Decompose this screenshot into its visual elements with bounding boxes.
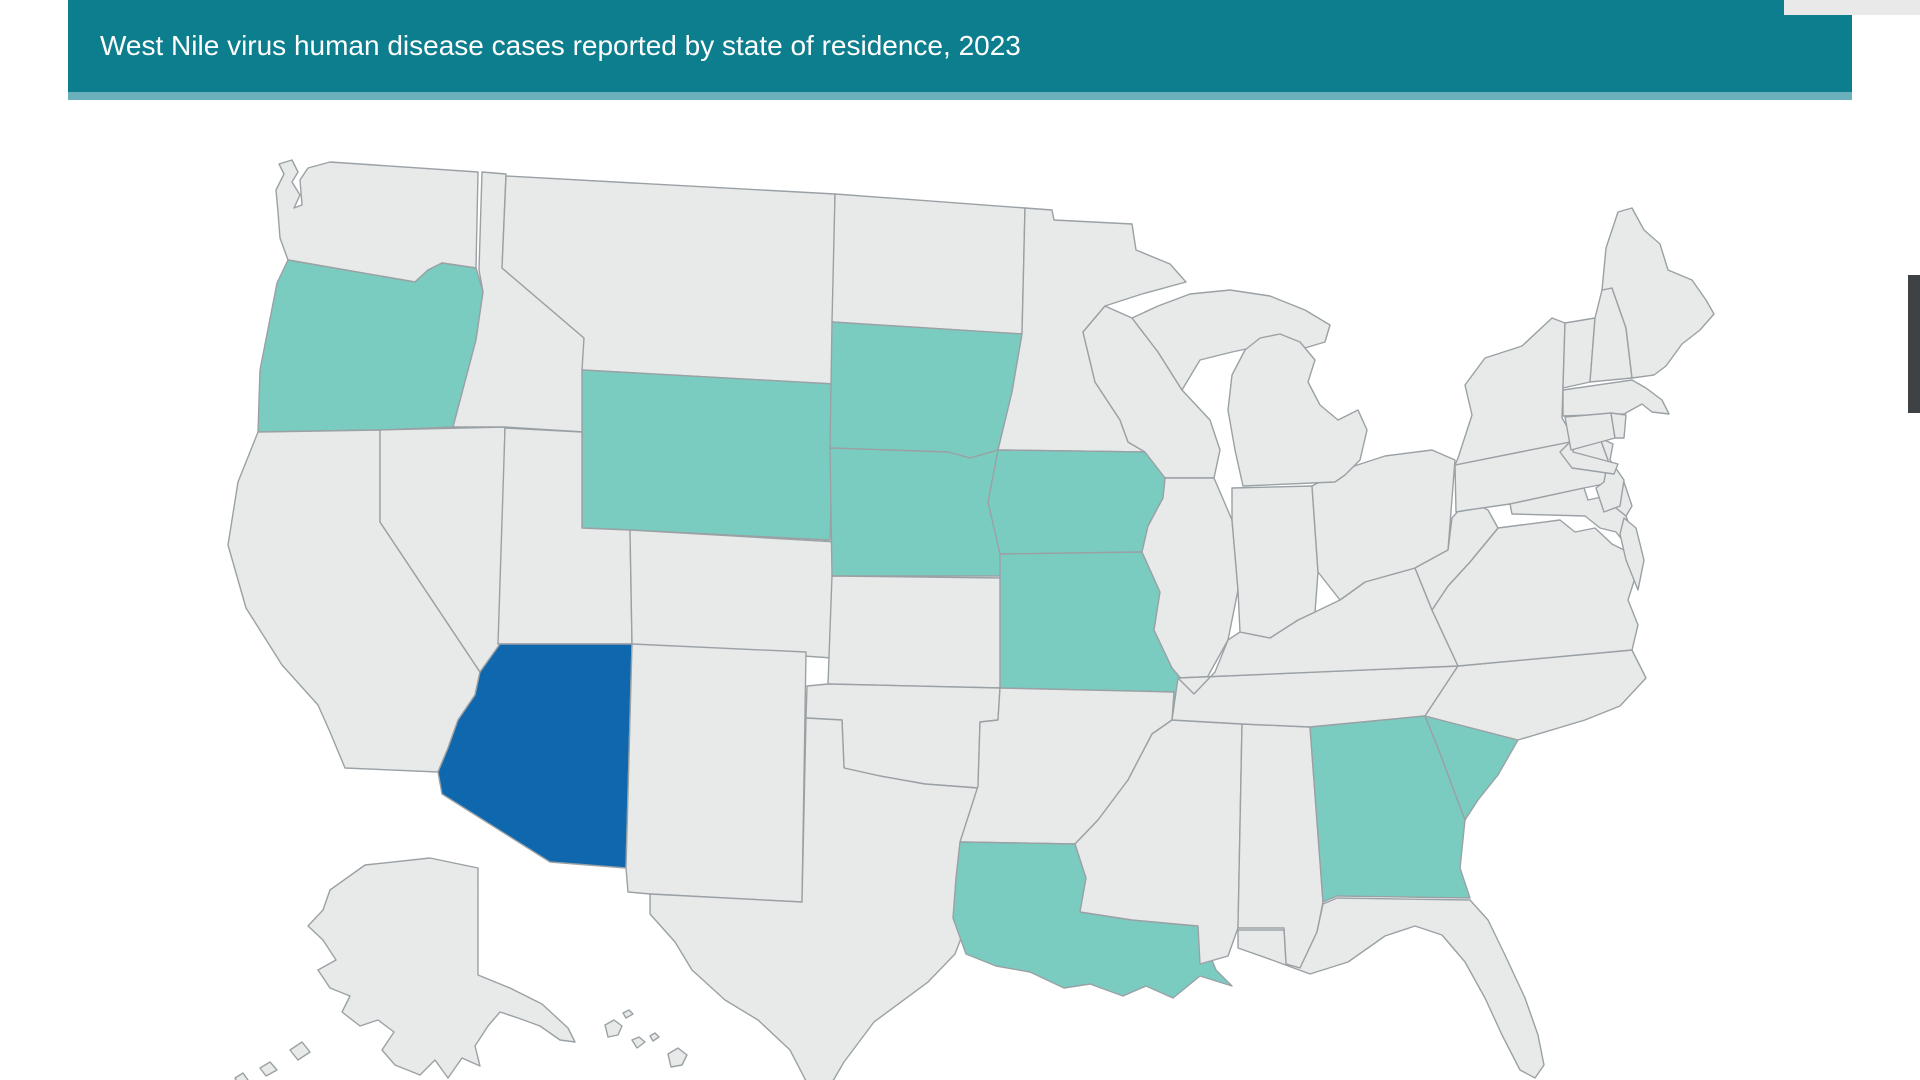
state-south-dakota[interactable] [829, 321, 1023, 459]
state-indiana[interactable] [1231, 485, 1319, 639]
state-mississippi[interactable] [1074, 719, 1243, 965]
vertical-scrollbar-thumb[interactable] [1908, 275, 1920, 413]
state-oregon[interactable] [257, 259, 484, 433]
state-alaska[interactable] [234, 857, 576, 1080]
state-west-virginia[interactable] [1414, 499, 1499, 611]
states-group [227, 159, 1715, 1080]
state-iowa[interactable] [987, 449, 1166, 555]
state-new-mexico[interactable] [625, 643, 807, 903]
state-maryland-eastern-shore[interactable] [1619, 517, 1645, 591]
state-michigan-upper-peninsula[interactable] [1131, 289, 1331, 391]
state-south-carolina[interactable] [1424, 715, 1519, 821]
state-rhode-island[interactable] [1610, 412, 1627, 439]
us-map-svg [227, 159, 1715, 1080]
state-north-dakota[interactable] [831, 193, 1026, 335]
state-michigan-lower-peninsula[interactable] [1227, 333, 1368, 487]
page-title: West Nile virus human disease cases repo… [100, 30, 1021, 61]
state-hawaii[interactable] [604, 1009, 688, 1068]
state-massachusetts[interactable] [1562, 379, 1670, 417]
header-accent-strip [68, 92, 1852, 100]
state-colorado[interactable] [629, 529, 839, 659]
state-kansas[interactable] [827, 575, 1007, 689]
state-florida[interactable] [1237, 897, 1545, 1079]
us-choropleth-map [180, 120, 1760, 1080]
header-bar: West Nile virus human disease cases repo… [68, 0, 1852, 92]
state-wyoming[interactable] [581, 369, 836, 541]
state-texas[interactable] [649, 717, 979, 1080]
state-north-carolina[interactable] [1424, 649, 1647, 741]
state-nebraska[interactable] [829, 447, 1009, 577]
corner-overlay-fragment [1784, 0, 1920, 15]
state-maine[interactable] [1601, 207, 1715, 379]
